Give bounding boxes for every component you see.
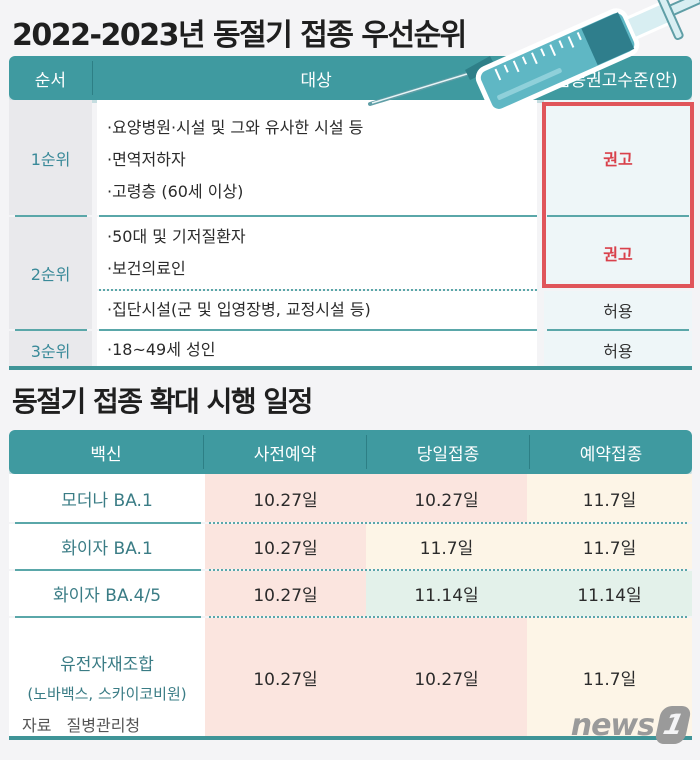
- dotted-divider: [209, 522, 687, 524]
- vaccine-name: 화이자 BA.1: [9, 524, 205, 569]
- rank-2: 2순위: [9, 217, 92, 329]
- header-same-day: 당일접종: [416, 444, 480, 465]
- pre-booking-date: 10.27일: [205, 571, 366, 616]
- target-item: ·보건의료인: [107, 259, 186, 278]
- schedule-table: 백신 사전예약 당일접종 예약접종 모더나 BA.1 10.27일 10.27일…: [9, 430, 692, 740]
- dotted-divider: [99, 289, 537, 291]
- vaccine-name: 모더나 BA.1: [9, 474, 205, 522]
- header-divider: [91, 61, 93, 95]
- targets-2b: ·집단시설(군 및 입영장병, 교정시설 등): [97, 291, 537, 329]
- row-divider: [15, 522, 201, 524]
- vaccine-name-main: 유전자재조합: [60, 655, 154, 675]
- row-divider: [99, 215, 537, 217]
- row-divider: [547, 215, 689, 217]
- level-3: 허용: [544, 331, 692, 368]
- target-item: ·집단시설(군 및 입영장병, 교정시설 등): [107, 300, 371, 319]
- source-credit: 자료 질병관리청: [22, 712, 140, 736]
- table-bottom-border: [9, 366, 692, 370]
- reserved-date: 11.14일: [527, 571, 692, 616]
- targets-3: ·18~49세 성인: [97, 331, 537, 368]
- target-item: ·요양병원·시설 및 그와 유사한 시설 등: [107, 118, 364, 137]
- target-item: ·18~49세 성인: [107, 340, 216, 359]
- target-item: ·고령층 (60세 이상): [107, 182, 244, 201]
- pre-booking-date: 10.27일: [205, 474, 366, 522]
- source-name: 질병관리청: [66, 716, 141, 735]
- level-1: 권고: [544, 100, 692, 215]
- level-2a: 권고: [544, 217, 692, 289]
- targets-1: ·요양병원·시설 및 그와 유사한 시설 등 ·면역저하자 ·고령층 (60세 …: [97, 100, 537, 215]
- row-divider: [99, 329, 537, 331]
- priority-table-body: 1순위 2순위 3순위 ·요양병원·시설 및 그와 유사한 시설 등 ·면역저하…: [9, 100, 694, 370]
- same-day-date: 10.27일: [366, 474, 527, 522]
- level-2b: 허용: [544, 291, 692, 329]
- dotted-divider: [209, 569, 687, 571]
- page-title: 2022-2023년 동절기 접종 우선순위: [12, 18, 467, 53]
- header-order: 순서: [34, 70, 67, 91]
- source-label: 자료: [22, 716, 52, 735]
- schedule-table-header: 백신 사전예약 당일접종 예약접종: [9, 430, 692, 474]
- row-divider: [15, 215, 87, 217]
- section-title: 동절기 접종 확대 시행 일정: [12, 385, 313, 418]
- header-pre-booking: 사전예약: [253, 444, 317, 465]
- target-item: ·면역저하자: [107, 150, 186, 169]
- reserved-date: 11.7일: [527, 524, 692, 569]
- table-bottom-border: [9, 736, 692, 740]
- same-day-date: 10.27일: [366, 618, 527, 736]
- rank-3: 3순위: [9, 331, 92, 368]
- header-reserved: 예약접종: [579, 444, 643, 465]
- row-divider: [15, 569, 201, 571]
- priority-table: 순서 대상 접종권고수준(안) 1순위 2순위 3순위 ·요양병원·시설 및 그…: [9, 56, 694, 370]
- reserved-date: 11.7일: [527, 474, 692, 522]
- same-day-date: 11.14일: [366, 571, 527, 616]
- schedule-table-body: 모더나 BA.1 10.27일 10.27일 11.7일 화이자 BA.1 10…: [9, 474, 692, 740]
- vaccine-name: 유전자재조합 (노바백스, 스카이코비원): [9, 618, 205, 736]
- header-divider: [529, 435, 530, 469]
- header-divider: [203, 435, 204, 469]
- row-divider: [15, 616, 201, 618]
- same-day-date: 11.7일: [366, 524, 527, 569]
- header-target: 대상: [300, 70, 332, 91]
- vaccine-name-sub: (노바백스, 스카이코비원): [27, 685, 187, 703]
- logo-number: 1: [653, 706, 693, 744]
- header-vaccine: 백신: [90, 444, 122, 465]
- news1-logo: news 1: [570, 706, 693, 744]
- row-divider: [15, 329, 87, 331]
- targets-2a: ·50대 및 기저질환자 ·보건의료인: [97, 217, 537, 289]
- rank-1: 1순위: [9, 100, 92, 215]
- logo-text: news: [570, 707, 655, 743]
- vaccine-name: 화이자 BA.4/5: [9, 571, 205, 616]
- row-divider: [547, 329, 689, 331]
- target-item: ·50대 및 기저질환자: [107, 227, 246, 246]
- pre-booking-date: 10.27일: [205, 524, 366, 569]
- dotted-divider: [209, 616, 687, 618]
- header-level: 접종권고수준(안): [554, 70, 678, 91]
- pre-booking-date: 10.27일: [205, 618, 366, 736]
- priority-table-header: 순서 대상 접종권고수준(안): [9, 56, 692, 100]
- header-divider: [366, 435, 367, 469]
